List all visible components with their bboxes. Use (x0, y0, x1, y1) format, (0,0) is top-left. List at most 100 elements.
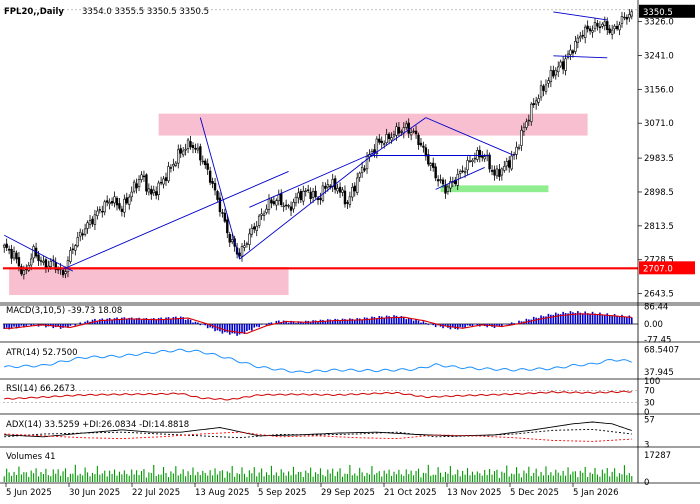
candle-body (61, 269, 65, 276)
candle-body (348, 196, 352, 205)
candle-body (414, 130, 418, 135)
candle-body (86, 222, 89, 229)
y-tick-label: 2643.5 (644, 290, 674, 300)
candle-body (228, 234, 231, 243)
candle-body (118, 203, 121, 209)
candle-body (458, 170, 462, 174)
candle-body (588, 28, 592, 32)
y-tick-label: 2728.5 (644, 256, 674, 266)
candle-body (297, 192, 300, 199)
candle-body (172, 164, 175, 167)
candle-body (284, 204, 288, 207)
trendline (239, 155, 373, 260)
candle-body (132, 181, 136, 192)
candle-body (397, 127, 401, 134)
candle-body (17, 257, 21, 267)
candle-body (81, 233, 84, 236)
candle-body (110, 201, 114, 204)
x-tick-label: 5 Jun 2025 (6, 488, 52, 498)
candle-body (66, 260, 70, 273)
candle-body (620, 16, 624, 24)
candle-body (392, 134, 396, 137)
candle-body (515, 146, 518, 155)
trendline (553, 55, 608, 59)
candle-body (571, 50, 575, 54)
plus-di-line (4, 428, 632, 439)
candle-body (544, 84, 548, 92)
candle-body (623, 16, 626, 19)
trendline (249, 151, 378, 208)
candle-body (311, 190, 315, 198)
trendline (435, 167, 485, 190)
macd-signal-line (4, 313, 632, 334)
candle-body (123, 198, 126, 213)
candle-body (522, 126, 526, 132)
last-price-label: 3350.5 (643, 8, 673, 18)
candle-body (164, 177, 168, 181)
candle-body (542, 85, 545, 91)
candle-body (343, 190, 347, 205)
candle-body (294, 196, 298, 204)
candle-body (20, 266, 23, 275)
candle-body (473, 157, 477, 160)
candle-body (262, 213, 266, 216)
candle-body (243, 245, 246, 248)
x-tick-label: 22 Jul 2025 (132, 488, 180, 498)
candle-body (559, 61, 562, 67)
candle-body (103, 201, 106, 213)
candle-body (208, 170, 212, 183)
candle-body (245, 243, 249, 245)
candle-body (446, 186, 450, 192)
rsi-label: RSI(14) 66.2673 (6, 384, 75, 394)
target-zone (440, 185, 549, 193)
candle-body (299, 191, 303, 201)
candle-body (427, 154, 430, 165)
candle-body (549, 70, 553, 83)
candle-body (174, 162, 178, 166)
candle-body (387, 133, 391, 140)
atr-line (4, 348, 632, 374)
atr-tick-label: 37.945 (644, 368, 674, 378)
candle-body (253, 226, 256, 230)
atr-label: ATR(14) 52.7500 (6, 348, 78, 358)
candle-body (101, 211, 104, 213)
candle-body (490, 169, 494, 172)
candle-body (319, 197, 322, 200)
candle-body (22, 270, 26, 275)
candle-body (88, 220, 92, 225)
support-price-label: 2707.0 (643, 264, 673, 274)
candle-body (552, 70, 555, 77)
candle-body (206, 163, 209, 170)
candle-body (554, 69, 557, 76)
candle-body (10, 248, 13, 259)
candle-body (280, 193, 283, 206)
candle-body (356, 177, 359, 193)
candle-body (255, 225, 258, 231)
candle-body (579, 35, 582, 39)
candle-body (508, 160, 511, 168)
candle-body (120, 208, 124, 212)
candle-body (199, 146, 202, 161)
candle-body (74, 245, 77, 251)
candle-body (434, 166, 437, 179)
volume-tick-label: 0 (644, 478, 649, 488)
candle-body (424, 147, 428, 157)
candle-body (167, 166, 170, 182)
y-tick-label: 2983.5 (644, 154, 674, 164)
candle-body (98, 209, 102, 211)
candle-body (221, 212, 224, 214)
candle-body (125, 197, 128, 204)
trendline (425, 117, 515, 156)
candle-body (613, 25, 616, 30)
candle-body (71, 248, 75, 251)
macd-tick-label: 86.44 (644, 303, 668, 313)
candle-body (365, 156, 369, 170)
candle-body (179, 148, 182, 154)
candle-body (157, 182, 160, 196)
candle-body (603, 21, 607, 26)
candle-body (64, 271, 67, 274)
y-tick-label: 3326.0 (644, 18, 674, 28)
candle-body (196, 147, 200, 151)
candle-body (461, 170, 464, 172)
candle-body (93, 214, 97, 225)
